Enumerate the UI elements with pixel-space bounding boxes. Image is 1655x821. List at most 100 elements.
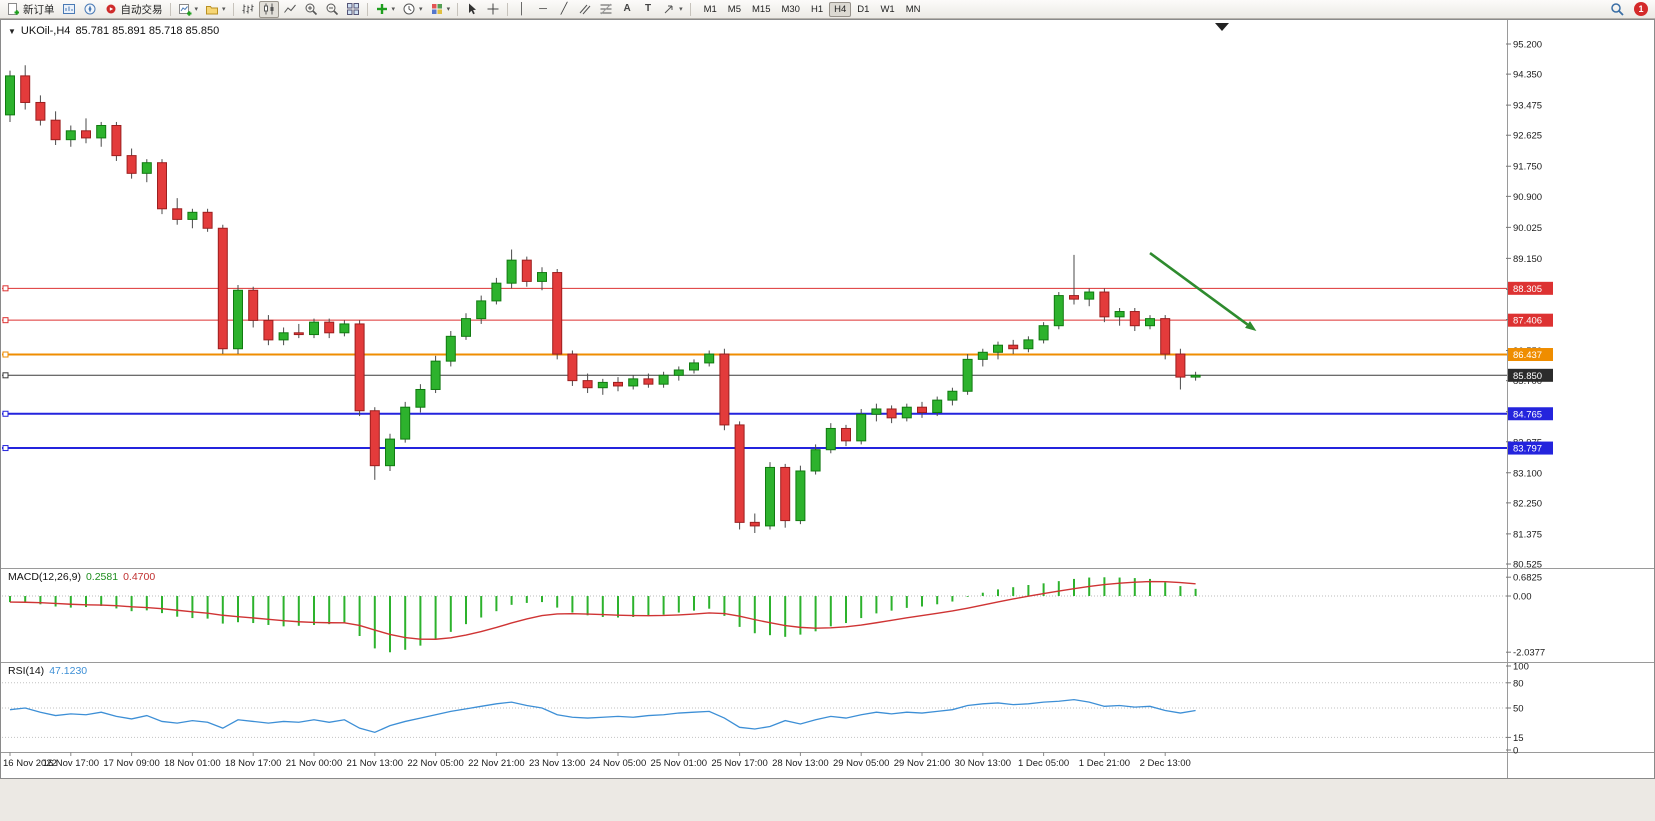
- timeframe-h1[interactable]: H1: [806, 2, 828, 17]
- candle: [597, 378, 608, 395]
- timeframe-m5[interactable]: M5: [723, 2, 746, 17]
- bar-chart-mode-button[interactable]: [238, 1, 258, 18]
- channel-icon: [579, 4, 591, 15]
- candle: [157, 159, 167, 215]
- candle: [1099, 288, 1110, 323]
- search-button[interactable]: [1607, 1, 1628, 18]
- navigator-button[interactable]: [80, 1, 100, 18]
- timeframe-m1[interactable]: M1: [699, 2, 722, 17]
- zoom-out-button[interactable]: [322, 1, 342, 18]
- trend-arrow[interactable]: [1149, 252, 1249, 326]
- svg-text:90.025: 90.025: [1513, 223, 1542, 234]
- market-watch-button[interactable]: [59, 1, 79, 18]
- horizontal-line-button[interactable]: ─: [533, 1, 553, 18]
- horizontal-line-icon: ─: [539, 2, 547, 15]
- periods-button[interactable]: ▾: [399, 1, 426, 18]
- timeframe-w1[interactable]: W1: [875, 2, 899, 17]
- templates-button[interactable]: ▾: [427, 1, 454, 18]
- line-chart-icon: [283, 4, 296, 13]
- zoom-in-button[interactable]: [301, 1, 321, 18]
- hline-handle[interactable]: [2, 285, 9, 292]
- trend-arrow-head[interactable]: [1245, 321, 1257, 332]
- svg-text:81.375: 81.375: [1513, 529, 1542, 540]
- timeframe-d1[interactable]: D1: [852, 2, 874, 17]
- candle: [111, 121, 122, 161]
- notifications-badge[interactable]: 1: [1634, 2, 1648, 16]
- autotrading-button[interactable]: 自动交易: [101, 1, 166, 18]
- candle: [339, 320, 350, 337]
- svg-text:95.200: 95.200: [1513, 40, 1542, 51]
- candle: [1038, 322, 1049, 344]
- candle: [825, 423, 836, 454]
- candle: [309, 318, 319, 339]
- candle: [1129, 307, 1140, 332]
- hline-handle[interactable]: [2, 372, 9, 379]
- candle: [977, 348, 988, 367]
- crosshair-button[interactable]: [483, 1, 503, 18]
- new-chart-button[interactable]: ▾: [175, 1, 202, 18]
- candle: [430, 355, 441, 394]
- candle: [217, 224, 228, 355]
- timeframe-mn[interactable]: MN: [901, 2, 926, 17]
- text-label-icon: T: [645, 3, 652, 14]
- svg-text:22 Nov 05:00: 22 Nov 05:00: [407, 758, 464, 769]
- line-chart-mode-button[interactable]: [280, 1, 300, 18]
- toolbar-right: 1: [1607, 1, 1652, 18]
- chart-menu-icon[interactable]: ▼: [8, 26, 16, 36]
- candle: [521, 256, 532, 287]
- hline-handle[interactable]: [2, 445, 9, 452]
- svg-text:80.525: 80.525: [1513, 560, 1542, 571]
- timeframe-m30[interactable]: M30: [776, 2, 804, 17]
- timeframe-m15[interactable]: M15: [747, 2, 775, 17]
- macd-main-value: 0.2581: [85, 571, 119, 583]
- fibonacci-button[interactable]: [596, 1, 616, 18]
- candle: [962, 354, 973, 395]
- candle: [810, 444, 821, 475]
- hline-handle[interactable]: [2, 410, 9, 417]
- price-line-label: [1508, 368, 1553, 382]
- text-tool-button[interactable]: A: [617, 1, 637, 18]
- market-watch-icon: [62, 4, 75, 14]
- rsi-scale-label: 15: [1513, 733, 1524, 744]
- clock-icon: [403, 3, 415, 15]
- candles-layer: [5, 65, 1201, 533]
- candlestick-mode-button[interactable]: [258, 0, 279, 18]
- hline-handle[interactable]: [2, 317, 9, 324]
- status-strip: [0, 779, 1655, 821]
- svg-text:25 Nov 17:00: 25 Nov 17:00: [711, 758, 768, 769]
- trendline-button[interactable]: ╱: [554, 1, 574, 18]
- chevron-down-icon: ▾: [419, 5, 423, 13]
- candle: [172, 198, 183, 225]
- macd-signal-value: 0.4700: [123, 571, 156, 583]
- vertical-line-button[interactable]: │: [512, 1, 532, 18]
- candle: [50, 111, 61, 145]
- cursor-button[interactable]: [462, 1, 482, 18]
- navigator-icon: [84, 3, 95, 15]
- candle: [1008, 339, 1019, 355]
- svg-text:82.250: 82.250: [1513, 498, 1542, 509]
- arrows-tool-button[interactable]: ▾: [659, 1, 686, 18]
- price-line-label: [1508, 441, 1553, 455]
- new-order-button[interactable]: 新订单: [3, 1, 58, 18]
- candle: [749, 513, 760, 533]
- candle: [5, 70, 15, 122]
- tile-windows-button[interactable]: [343, 1, 363, 18]
- svg-text:16 Nov 2022: 16 Nov 2022: [3, 758, 57, 769]
- macd-name: MACD(12,26,9): [8, 571, 81, 583]
- svg-text:85.850: 85.850: [1513, 371, 1542, 382]
- candle: [141, 159, 152, 183]
- chart-shift-marker[interactable]: [1215, 23, 1229, 31]
- candle: [841, 424, 851, 447]
- candle: [1114, 307, 1125, 326]
- candle: [795, 465, 806, 525]
- hline-handle[interactable]: [2, 351, 9, 358]
- profiles-button[interactable]: ▾: [202, 1, 229, 18]
- arrows-tool-icon: [664, 5, 673, 14]
- new-order-label: 新订单: [23, 3, 55, 16]
- text-label-button[interactable]: T: [638, 1, 658, 18]
- indicators-button[interactable]: ▾: [372, 1, 399, 18]
- timeframe-h4[interactable]: H4: [829, 1, 852, 17]
- equidistant-channel-button[interactable]: [575, 1, 595, 18]
